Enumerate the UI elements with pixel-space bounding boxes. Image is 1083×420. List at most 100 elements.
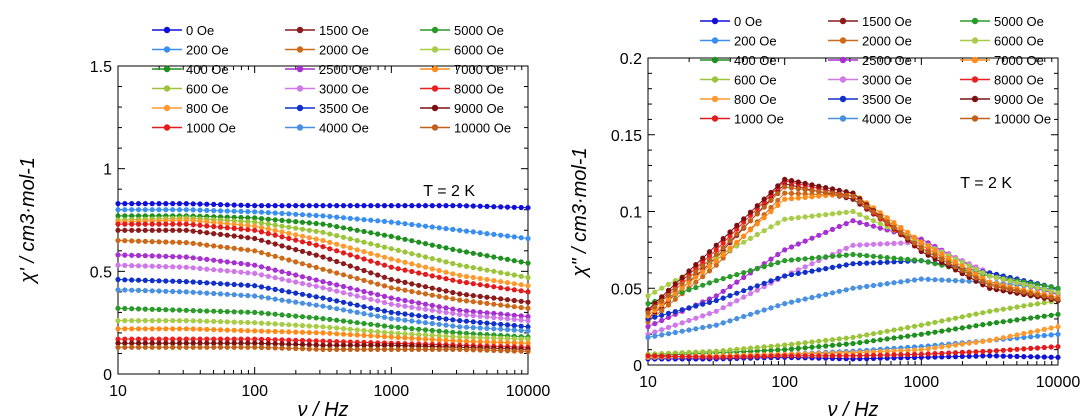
- data-point: [795, 270, 801, 277]
- data-point: [850, 242, 856, 248]
- data-point: [713, 308, 719, 314]
- data-point: [265, 251, 271, 258]
- data-point: [129, 207, 135, 213]
- data-point: [795, 179, 801, 185]
- data-point: [204, 207, 210, 213]
- data-point: [375, 346, 381, 352]
- data-point: [320, 303, 326, 309]
- data-point: [511, 316, 517, 322]
- data-point: [217, 244, 224, 250]
- data-point: [987, 353, 993, 359]
- data-point: [905, 352, 911, 358]
- data-point: [720, 276, 726, 282]
- data-point: [170, 217, 176, 223]
- data-point: [665, 353, 672, 359]
- legend-swatch-marker: [839, 17, 847, 25]
- data-point: [463, 249, 470, 255]
- data-point: [877, 259, 883, 266]
- data-point: [340, 342, 347, 348]
- data-point: [340, 203, 347, 209]
- data-point: [402, 267, 408, 273]
- data-point: [450, 334, 456, 340]
- data-point: [293, 225, 299, 231]
- data-point: [1055, 296, 1061, 302]
- data-point: [525, 318, 531, 324]
- legend-item: 7000 Oe: [960, 53, 1044, 68]
- data-point: [361, 256, 367, 262]
- data-point: [327, 256, 333, 262]
- data-point: [652, 304, 658, 310]
- series-6000-oe: [115, 318, 531, 342]
- data-point: [761, 280, 767, 286]
- data-point: [163, 344, 169, 350]
- data-point: [672, 296, 678, 302]
- data-point: [245, 222, 251, 229]
- data-point: [1021, 289, 1027, 295]
- legend-swatch-marker: [163, 26, 171, 34]
- data-point: [252, 248, 258, 254]
- legend-item: 6000 Oe: [960, 34, 1044, 49]
- data-point: [142, 318, 148, 324]
- data-point: [925, 330, 931, 336]
- data-point: [665, 287, 672, 293]
- data-point: [347, 319, 353, 325]
- data-point: [422, 284, 429, 290]
- data-point: [409, 261, 415, 267]
- data-point: [115, 207, 121, 213]
- data-point: [734, 226, 740, 232]
- data-point: [700, 282, 706, 288]
- data-point: [395, 316, 401, 322]
- data-point: [354, 275, 360, 282]
- data-point: [258, 336, 265, 342]
- data-point: [306, 220, 312, 226]
- data-point: [224, 336, 230, 342]
- data-point: [170, 307, 176, 313]
- data-point: [293, 203, 299, 209]
- data-point: [713, 348, 719, 354]
- data-point: [149, 288, 155, 294]
- data-point: [1007, 353, 1013, 359]
- data-point: [706, 257, 713, 263]
- data-point: [293, 232, 299, 238]
- data-point: [905, 256, 911, 262]
- data-point: [652, 333, 658, 339]
- data-point: [313, 283, 319, 289]
- data-point: [829, 226, 836, 232]
- data-point: [272, 341, 278, 347]
- data-point: [836, 210, 842, 216]
- legend-swatch-marker: [163, 104, 171, 112]
- data-point: [836, 187, 842, 193]
- data-point: [122, 326, 128, 332]
- data-point: [238, 292, 244, 298]
- data-point: [183, 201, 189, 207]
- data-point: [788, 178, 795, 184]
- data-point: [142, 227, 148, 233]
- data-point: [870, 282, 877, 289]
- data-point: [163, 253, 169, 259]
- data-point: [340, 331, 347, 337]
- data-point: [775, 183, 781, 189]
- data-point: [190, 207, 196, 213]
- data-point: [993, 275, 1000, 281]
- data-point: [720, 354, 726, 360]
- data-point: [272, 253, 278, 259]
- data-point: [293, 211, 299, 217]
- data-point: [142, 221, 148, 227]
- data-point: [395, 296, 401, 302]
- data-point: [129, 213, 135, 219]
- x-tick-label: 100: [241, 383, 268, 400]
- data-point: [272, 217, 278, 223]
- data-point: [884, 241, 890, 247]
- data-point: [156, 306, 162, 313]
- data-point: [645, 324, 651, 330]
- data-point: [183, 221, 189, 227]
- data-point: [891, 259, 897, 265]
- data-point: [320, 330, 326, 336]
- data-point: [1007, 318, 1013, 324]
- data-point: [429, 266, 435, 272]
- data-point: [498, 339, 504, 345]
- data-point: [939, 256, 945, 262]
- legend-item: 0 Oe: [700, 14, 762, 29]
- data-point: [211, 267, 217, 273]
- data-point: [286, 257, 292, 263]
